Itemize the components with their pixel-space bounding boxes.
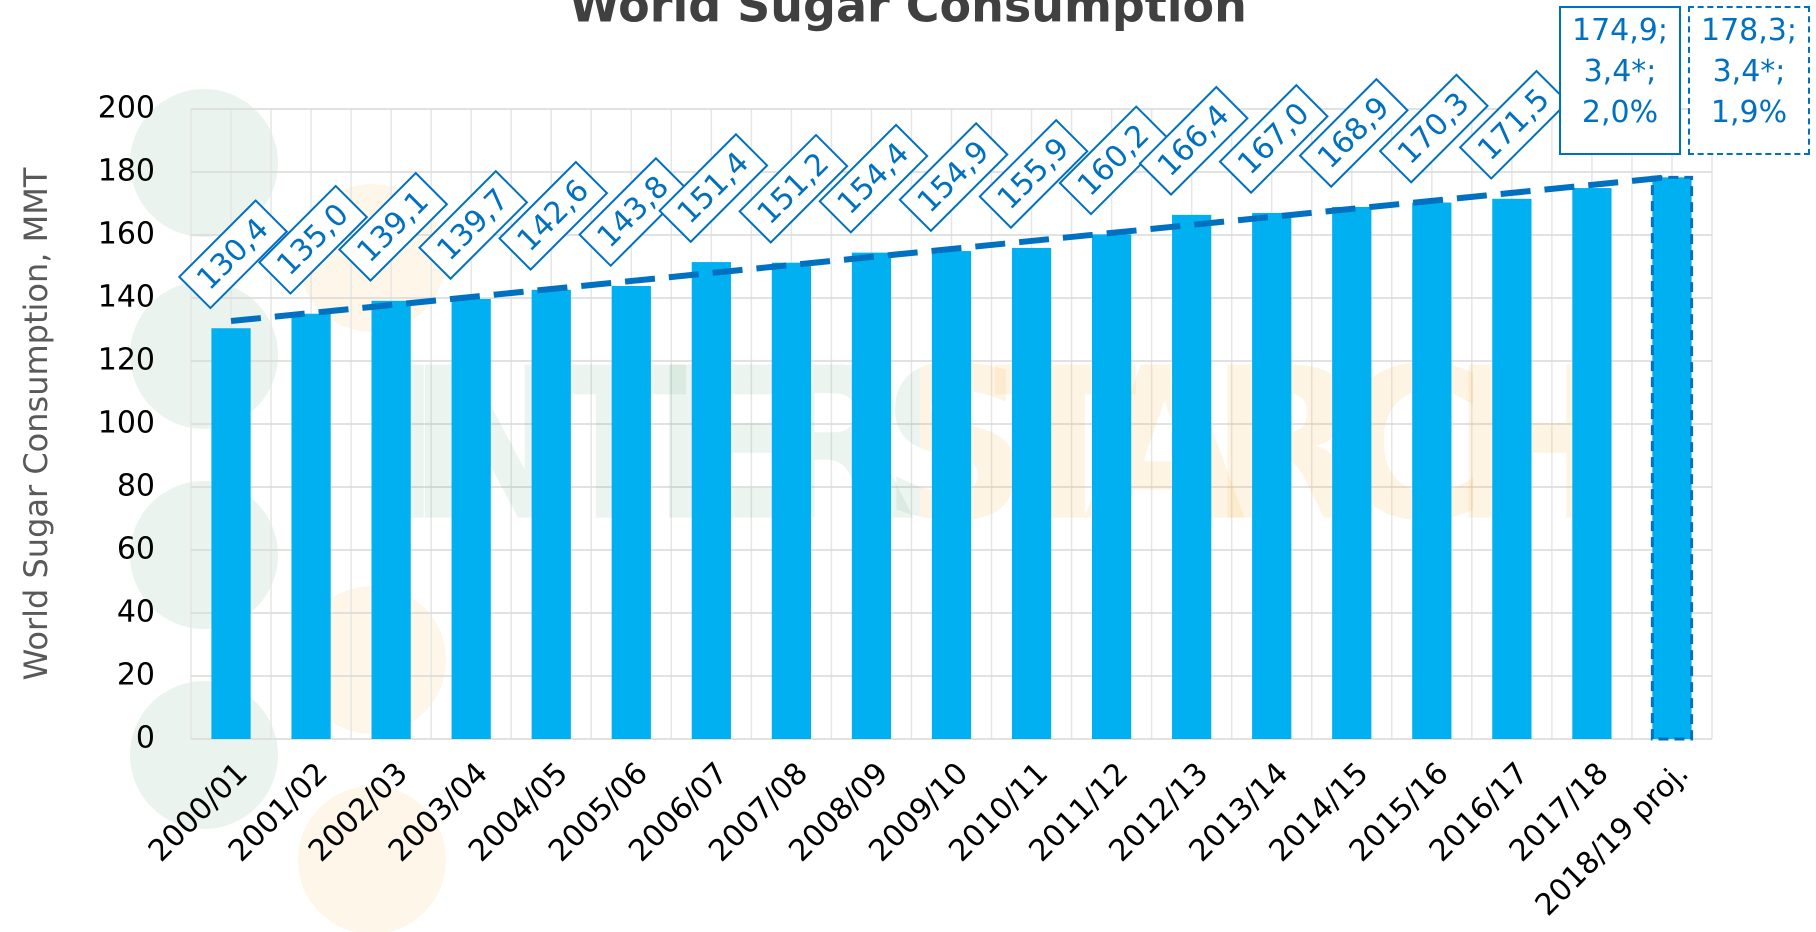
label-border <box>1138 85 1249 196</box>
label-border <box>1218 83 1329 195</box>
y-tick-label: 80 <box>117 469 155 504</box>
data-label-box: 142,6 <box>498 160 609 271</box>
label-border <box>1298 77 1409 189</box>
label-border <box>257 184 369 295</box>
bar <box>291 313 331 739</box>
y-tick-label: 140 <box>98 280 155 315</box>
bar <box>611 286 651 739</box>
y-axis-label: World Sugar Consumption, MMT <box>17 167 55 680</box>
bar <box>691 262 731 739</box>
y-tick-label: 200 <box>98 91 155 126</box>
bar <box>851 252 892 739</box>
bar <box>1011 247 1052 740</box>
bar <box>211 328 251 739</box>
bar <box>1492 198 1532 739</box>
bar <box>1332 206 1372 740</box>
y-tick-label: 20 <box>117 658 155 693</box>
bar <box>1091 234 1132 739</box>
label-border <box>177 199 289 310</box>
bar <box>1172 214 1212 740</box>
y-tick-label: 160 <box>98 217 155 252</box>
bar <box>451 298 491 739</box>
chart-title: World Sugar Consumption <box>569 0 1247 33</box>
y-tick-label: 40 <box>117 595 155 630</box>
data-label-box: 155,9 <box>978 118 1089 230</box>
y-tick-label: 120 <box>98 343 155 378</box>
data-label: 178,3; 3,4*; 1,9% <box>1688 6 1810 155</box>
y-tick-label: 0 <box>136 721 155 756</box>
label-border <box>978 118 1089 230</box>
y-tick-label: 60 <box>117 532 155 567</box>
label-border <box>337 171 449 282</box>
bar <box>1412 202 1452 739</box>
label-border <box>818 123 929 234</box>
bar <box>1650 175 1694 741</box>
label-border <box>898 121 1009 233</box>
label-border <box>418 169 529 281</box>
bar <box>931 251 972 739</box>
y-tick-label: 100 <box>98 406 155 441</box>
bar <box>1572 188 1612 739</box>
y-tick-label: 180 <box>98 154 155 189</box>
bar <box>771 262 812 739</box>
data-label: 174,9; 3,4*; 2,0% <box>1559 6 1681 155</box>
label-border <box>578 156 689 268</box>
label-border <box>1458 69 1570 180</box>
bar <box>531 289 571 739</box>
bar <box>1252 212 1292 739</box>
label-border <box>1378 73 1489 184</box>
bar <box>371 300 411 739</box>
data-label-box: 166,4 <box>1138 85 1249 196</box>
label-border <box>1058 105 1169 216</box>
label-border <box>498 160 609 271</box>
label-border <box>738 133 849 244</box>
label-border <box>658 132 769 244</box>
trend-line <box>230 173 1673 325</box>
